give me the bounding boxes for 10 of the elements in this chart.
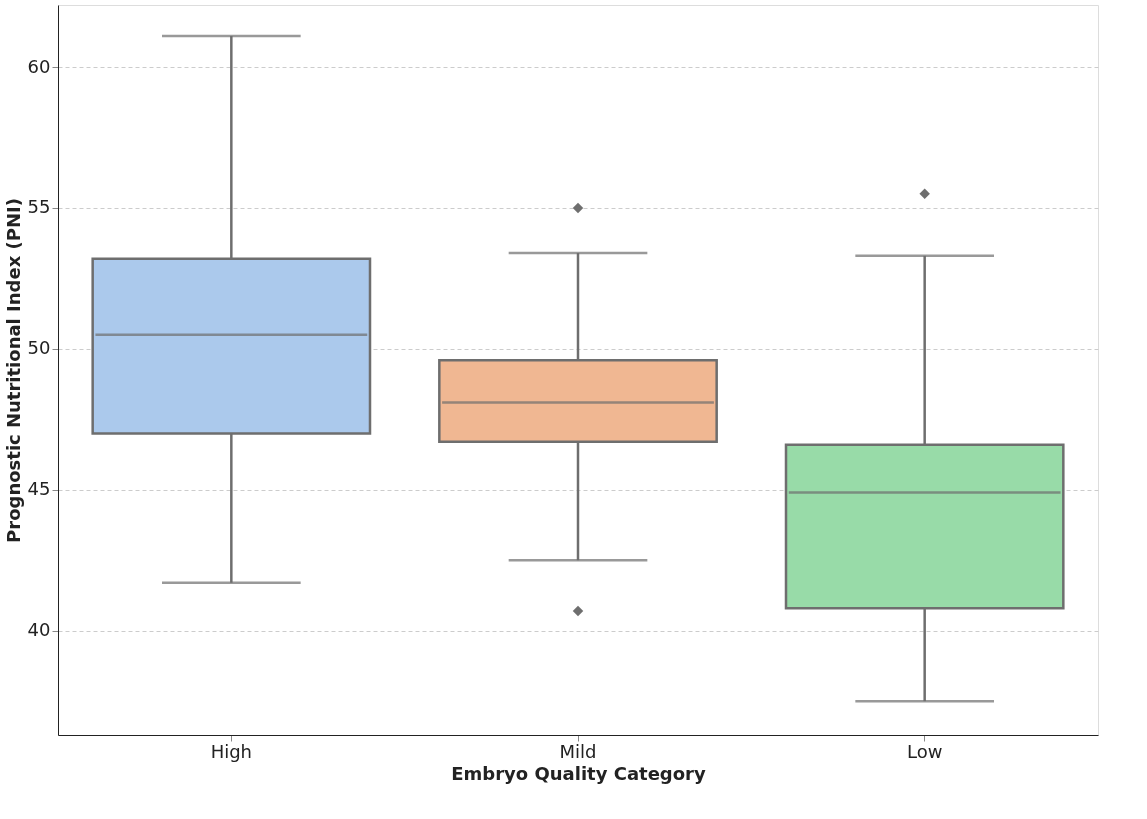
x-tick-label: Mild — [559, 740, 597, 762]
x-tick-label: High — [210, 740, 253, 762]
y-tick-label: 55 — [27, 196, 51, 218]
y-tick-label: 60 — [27, 55, 51, 77]
x-axis-title: Embryo Quality Category — [451, 762, 706, 784]
y-tick-label: 45 — [27, 478, 51, 500]
x-tick-label: Low — [906, 740, 943, 762]
y-tick-label: 40 — [27, 619, 51, 641]
y-axis-title: Prognostic Nutritional Index (PNI) — [2, 198, 24, 543]
y-tick-label: 50 — [27, 337, 51, 359]
